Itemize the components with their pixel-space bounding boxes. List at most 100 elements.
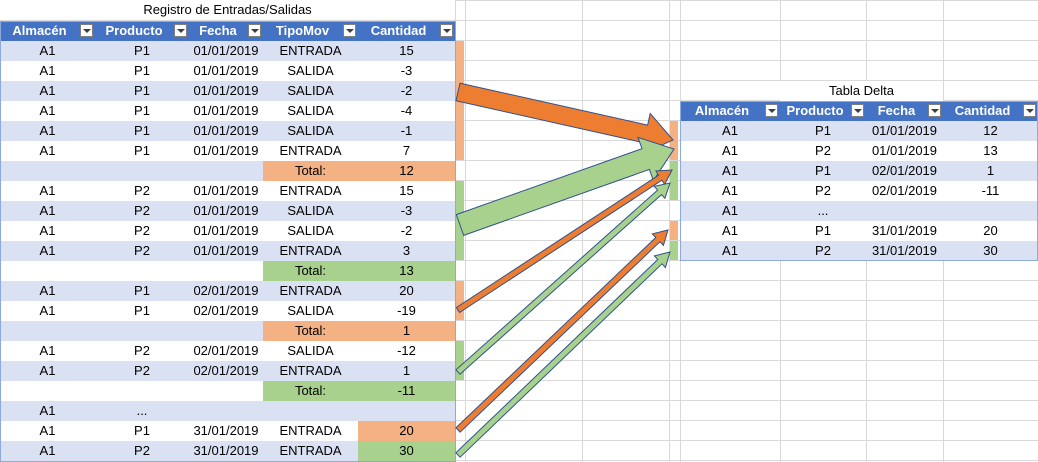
table-cell[interactable]: ENTRADA [279, 283, 342, 298]
table-cell[interactable]: -4 [400, 103, 413, 118]
table-cell[interactable]: ENTRADA [279, 363, 342, 378]
table-cell[interactable]: A1 [39, 283, 56, 298]
table-cell[interactable]: SALIDA [287, 203, 334, 218]
table-cell[interactable]: A1 [39, 243, 56, 258]
table-cell[interactable]: A1 [722, 223, 738, 238]
table-cell[interactable]: 01/01/2019 [193, 43, 259, 58]
table-cell[interactable]: 30 [983, 243, 998, 258]
table-cell[interactable]: P2 [134, 243, 150, 258]
table-cell[interactable]: P2 [134, 203, 150, 218]
table-cell[interactable]: -12 [397, 343, 416, 358]
table-cell[interactable]: 13 [983, 143, 998, 158]
table-cell[interactable]: A1 [39, 403, 56, 418]
table-cell[interactable]: A1 [722, 163, 738, 178]
table-cell[interactable]: 7 [402, 143, 411, 158]
table-cell[interactable]: A1 [722, 243, 738, 258]
filter-dropdown-icon[interactable] [928, 104, 941, 117]
filter-dropdown-icon[interactable] [765, 104, 778, 117]
table-cell[interactable]: 31/01/2019 [871, 243, 938, 258]
table-cell[interactable]: 01/01/2019 [193, 83, 259, 98]
table-cell[interactable]: A1 [39, 183, 56, 198]
right-header-2[interactable]: Fecha [866, 101, 943, 121]
table-cell[interactable]: P1 [134, 423, 150, 438]
table-cell[interactable]: 20 [399, 283, 414, 298]
table-cell[interactable]: A1 [39, 363, 56, 378]
table-cell[interactable]: P2 [134, 183, 150, 198]
table-cell[interactable]: 15 [399, 43, 414, 58]
right-header-1[interactable]: Producto [780, 101, 866, 121]
table-cell[interactable]: SALIDA [287, 343, 334, 358]
table-cell[interactable]: 12 [983, 123, 998, 138]
table-cell[interactable]: P1 [134, 43, 150, 58]
table-cell[interactable]: A1 [39, 123, 56, 138]
filter-dropdown-icon[interactable] [80, 24, 93, 37]
table-cell[interactable]: 01/01/2019 [193, 203, 259, 218]
table-cell[interactable]: ... [817, 203, 829, 218]
table-cell[interactable]: -11 [981, 183, 1000, 198]
table-cell[interactable]: SALIDA [287, 83, 334, 98]
table-cell[interactable]: P1 [134, 283, 150, 298]
table-cell[interactable]: 01/01/2019 [193, 143, 259, 158]
table-cell[interactable]: A1 [39, 303, 56, 318]
right-header-3[interactable]: Cantidad [943, 101, 1038, 121]
table-cell[interactable]: A1 [722, 183, 738, 198]
table-cell[interactable]: -3 [400, 63, 413, 78]
total-value[interactable]: 1 [358, 321, 455, 341]
table-cell[interactable]: A1 [39, 443, 56, 458]
table-cell[interactable]: SALIDA [287, 123, 334, 138]
table-cell[interactable]: 01/01/2019 [871, 123, 938, 138]
table-cell[interactable]: 01/01/2019 [193, 243, 259, 258]
table-cell[interactable]: -2 [400, 223, 413, 238]
table-cell[interactable]: A1 [39, 63, 56, 78]
filter-dropdown-icon[interactable] [440, 24, 453, 37]
table-cell[interactable]: A1 [39, 83, 56, 98]
table-cell[interactable]: P1 [134, 123, 150, 138]
table-cell[interactable]: 01/01/2019 [193, 63, 259, 78]
table-cell[interactable]: 02/01/2019 [193, 303, 259, 318]
table-cell[interactable]: 01/01/2019 [871, 143, 938, 158]
table-cell[interactable]: 15 [399, 183, 414, 198]
table-cell[interactable]: P1 [134, 143, 150, 158]
table-cell[interactable]: P1 [815, 123, 831, 138]
table-cell[interactable]: -2 [400, 83, 413, 98]
table-cell[interactable]: P2 [815, 183, 831, 198]
left-header-2[interactable]: Fecha [189, 21, 263, 41]
table-cell[interactable]: P2 [134, 343, 150, 358]
table-cell[interactable]: 31/01/2019 [193, 443, 259, 458]
table-cell[interactable]: 20 [358, 421, 455, 441]
table-cell[interactable]: 1 [986, 163, 995, 178]
table-cell[interactable]: A1 [39, 143, 56, 158]
left-header-4[interactable]: Cantidad [358, 21, 455, 41]
right-header-0[interactable]: Almacén [680, 101, 780, 121]
table-cell[interactable]: P1 [134, 303, 150, 318]
table-cell[interactable]: 31/01/2019 [193, 423, 259, 438]
table-cell[interactable]: ENTRADA [279, 183, 342, 198]
table-cell[interactable]: 01/01/2019 [193, 103, 259, 118]
filter-dropdown-icon[interactable] [851, 104, 864, 117]
table-cell[interactable]: 1 [402, 363, 411, 378]
table-cell[interactable]: ... [136, 403, 148, 418]
table-cell[interactable]: P1 [815, 223, 831, 238]
left-header-1[interactable]: Producto [95, 21, 189, 41]
table-cell[interactable]: 02/01/2019 [193, 363, 259, 378]
table-cell[interactable]: ENTRADA [279, 243, 342, 258]
table-cell[interactable]: P2 [815, 243, 831, 258]
table-cell[interactable]: A1 [39, 423, 56, 438]
table-cell[interactable]: SALIDA [287, 223, 334, 238]
table-cell[interactable]: A1 [722, 203, 738, 218]
table-cell[interactable]: 01/01/2019 [193, 223, 259, 238]
table-cell[interactable]: ENTRADA [279, 143, 342, 158]
table-cell[interactable]: A1 [39, 343, 56, 358]
table-cell[interactable]: A1 [39, 223, 56, 238]
table-cell[interactable]: 02/01/2019 [193, 343, 259, 358]
total-value[interactable]: -11 [358, 381, 455, 401]
table-cell[interactable]: 3 [402, 243, 411, 258]
filter-dropdown-icon[interactable] [343, 24, 356, 37]
table-cell[interactable]: A1 [39, 203, 56, 218]
table-cell[interactable]: A1 [722, 143, 738, 158]
table-cell[interactable]: P2 [134, 443, 150, 458]
table-cell[interactable]: A1 [722, 123, 738, 138]
table-cell[interactable]: ENTRADA [279, 423, 342, 438]
table-cell[interactable]: 01/01/2019 [193, 123, 259, 138]
